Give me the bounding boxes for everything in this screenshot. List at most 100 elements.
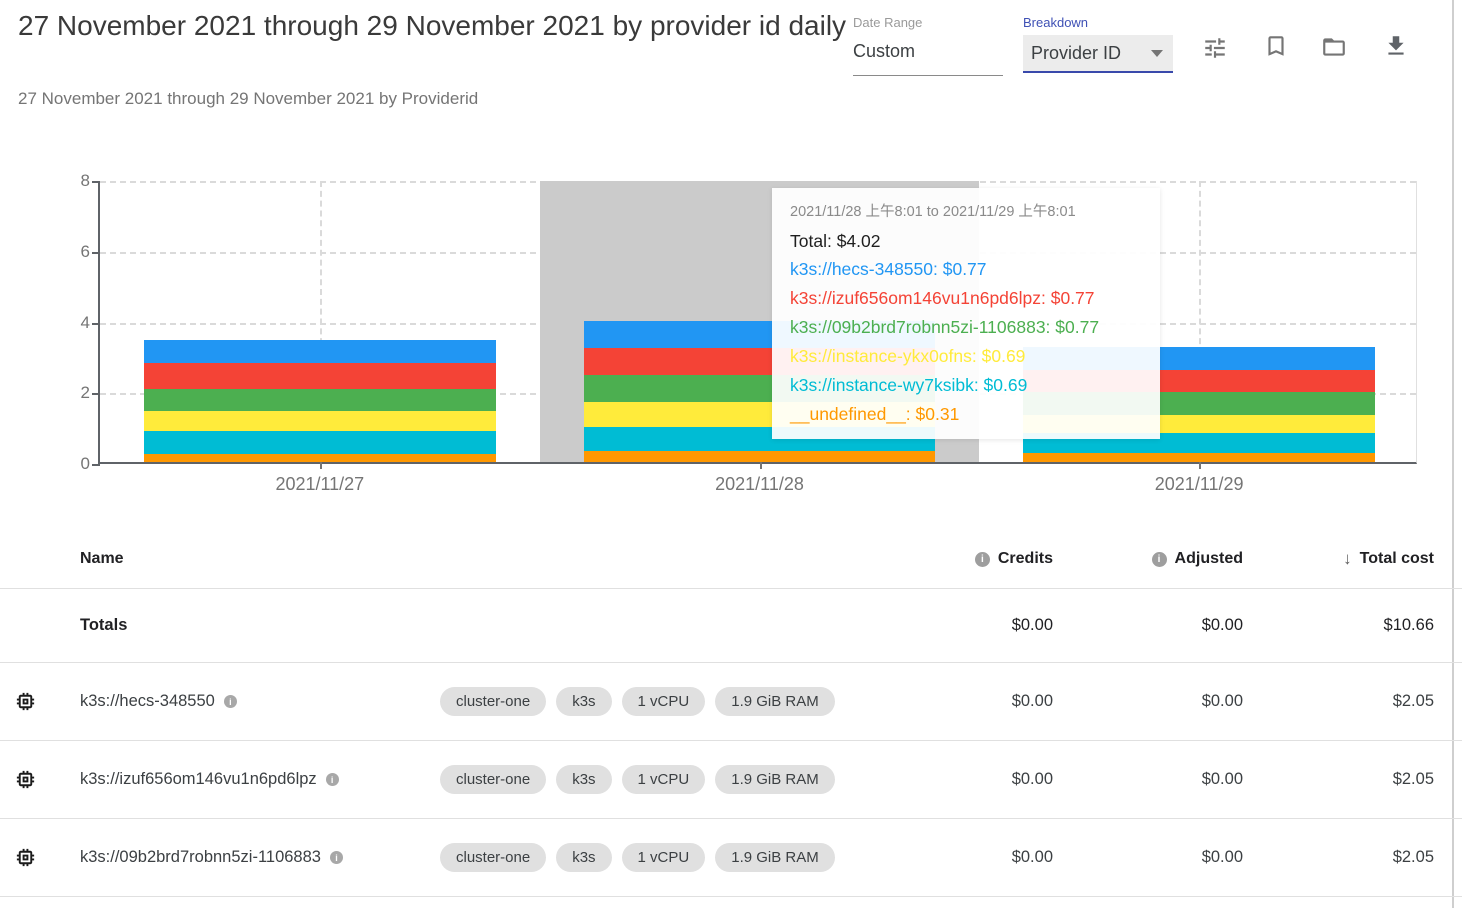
sort-descending-icon: ↓ [1343,549,1352,568]
row-adjusted: $0.00 [1201,848,1243,866]
tooltip-series-line: k3s://hecs-348550: $0.77 [790,259,987,279]
credits-header-label: Credits [997,550,1053,567]
info-icon[interactable]: i [974,551,990,567]
tooltip-series-line: k3s://izuf656om146vu1n6pd6lpz: $0.77 [790,288,1095,308]
tag-pill: 1 vCPU [621,687,706,716]
cost-chart-plot: 2021/11/28 上午8:01 to 2021/11/29 上午8:01 T… [81,171,1417,494]
row-total-cost: $2.05 [1392,692,1434,710]
info-icon[interactable]: i [329,851,343,864]
provider-id: k3s://09b2brd7robnn5zi-1106883 [80,848,321,866]
tag-pill: 1.9 GiB RAM [715,765,835,794]
tag-pill: k3s [556,843,612,872]
tag-pill: cluster-one [440,843,547,872]
tooltip-total: Total: $4.02 [790,231,881,251]
provider-id: k3s://hecs-348550 [80,692,215,710]
x-gridline [1199,181,1202,462]
date-range-label: Date Range [853,15,923,30]
column-header-total-cost[interactable]: ↓ Total cost [1243,549,1434,569]
y-axis-tick [92,181,100,183]
x-axis-tick [319,462,322,469]
row-credits: $0.00 [1011,770,1053,788]
totals-credits: $0.00 [1011,616,1053,634]
table-rows: k3s://hecs-348550 i cluster-one k3s 1 vCPU… [0,663,1462,897]
provider-id: k3s://izuf656om146vu1n6pd6lpz [80,770,317,788]
column-header-name[interactable]: Name [80,550,124,567]
chip-icon [0,690,80,713]
y-axis-tick [92,464,100,466]
chip-icon [0,846,80,869]
tag-pill: cluster-one [440,765,547,794]
row-credits: $0.00 [1011,848,1053,866]
tooltip-items: k3s://hecs-348550: $0.77 k3s://izuf656om1… [790,255,1142,429]
y-axis-tick-label: 0 [80,454,90,473]
table-row[interactable]: k3s://09b2brd7robnn5zi-1106883 i cluster… [0,819,1462,897]
column-header-adjusted[interactable]: i Adjusted [1053,550,1243,568]
tooltip-series-line: k3s://instance-ykx0ofns: $0.69 [790,346,1026,366]
breakdown-selected-value: Provider ID [1031,42,1122,63]
tooltip-series-line: k3s://instance-wy7ksibk: $0.69 [790,375,1028,395]
date-range-value[interactable]: Custom [853,30,1003,76]
page-title: 27 November 2021 through 29 November 202… [18,10,847,41]
download-icon[interactable] [1383,33,1409,59]
tooltip-date-range: 2021/11/28 上午8:01 to 2021/11/29 上午8:01 [790,204,1076,220]
scrollbar-track[interactable] [1452,0,1454,908]
row-total-cost: $2.05 [1392,848,1434,866]
tag-pill: 1 vCPU [621,765,706,794]
folder-icon[interactable] [1321,34,1347,60]
tooltip-series-line: __undefined__: $0.31 [790,404,960,424]
tag-pill: cluster-one [440,687,547,716]
stacked-bar[interactable] [143,340,496,462]
chip-icon [0,768,80,791]
bar-segment[interactable] [1023,453,1376,462]
totals-label: Totals [80,616,128,634]
bar-segment[interactable] [583,451,936,462]
tag-pills: cluster-one k3s 1 vCPU 1.9 GiB RAM [440,765,835,794]
x-axis-tick [1199,462,1202,469]
row-adjusted: $0.00 [1201,692,1243,710]
row-credits: $0.00 [1011,692,1053,710]
adjusted-header-label: Adjusted [1174,550,1243,567]
tooltip-series-line: k3s://09b2brd7robnn5zi-1106883: $0.77 [790,317,1100,337]
y-axis-tick [92,251,100,254]
table-row[interactable]: k3s://hecs-348550 i cluster-one k3s 1 vCPU… [0,663,1462,741]
bar-segment[interactable] [143,431,496,454]
bar-segment[interactable] [143,411,496,432]
x-axis-tick-label: 2021/11/27 [275,474,365,494]
bar-segment[interactable] [143,389,496,412]
totals-total-cost: $10.66 [1383,616,1434,634]
tag-pill: 1.9 GiB RAM [715,687,835,716]
x-axis-tick-label: 2021/11/29 [1154,474,1244,494]
total-cost-header-label: Total cost [1359,550,1434,567]
bookmark-icon[interactable] [1263,33,1289,59]
info-icon[interactable]: i [223,695,237,708]
y-axis-tick-label: 8 [80,171,90,190]
x-axis-tick-label: 2021/11/28 [715,474,804,494]
y-axis-tick-label: 2 [80,383,90,403]
tag-pills: cluster-one k3s 1 vCPU 1.9 GiB RAM [440,843,835,872]
y-axis-tick-label: 6 [80,241,90,261]
tag-pill: k3s [556,765,612,794]
tune-icon[interactable] [1202,35,1228,61]
info-icon[interactable]: i [325,773,339,786]
tag-pill: 1 vCPU [621,843,706,872]
x-axis-tick [759,462,762,469]
column-header-credits[interactable]: i Credits [810,550,1053,568]
info-icon[interactable]: i [1151,551,1167,567]
row-adjusted: $0.00 [1201,770,1243,788]
breakdown-select[interactable]: Provider ID [1023,35,1173,73]
bar-segment[interactable] [143,363,496,390]
row-total-cost: $2.05 [1392,770,1434,788]
y-axis-tick [92,393,100,396]
bar-segment[interactable] [143,453,496,462]
y-axis-tick [92,322,100,325]
totals-adjusted: $0.00 [1201,616,1243,634]
date-range-control[interactable]: Date Range Custom [853,15,1003,76]
table-row[interactable]: k3s://izuf656om146vu1n6pd6lpz i cluster-… [0,741,1462,819]
tag-pill: k3s [556,687,612,716]
breakdown-control[interactable]: Breakdown Provider ID [1023,15,1173,73]
y-axis-tick-label: 4 [80,312,90,332]
bar-segment[interactable] [143,340,496,364]
tag-pill: 1.9 GiB RAM [715,843,835,872]
chart-tooltip: 2021/11/28 上午8:01 to 2021/11/29 上午8:01 T… [772,188,1160,439]
